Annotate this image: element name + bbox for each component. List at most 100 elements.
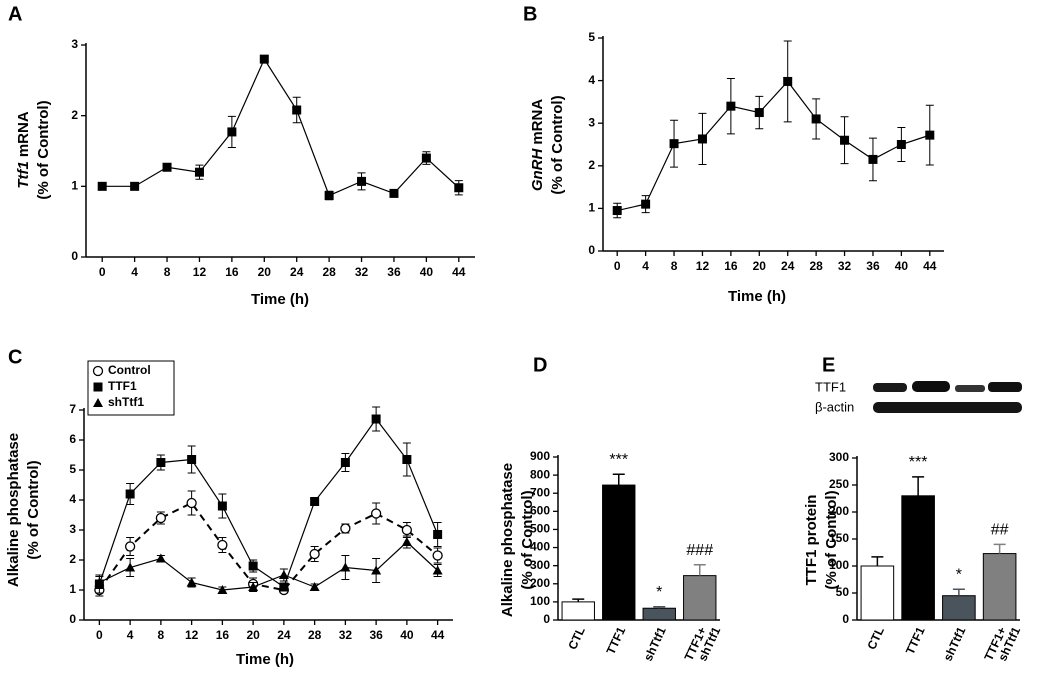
x-tick-label: 16 — [225, 265, 239, 279]
y-axis-title: Ttf1 mRNA — [15, 111, 32, 189]
x-tick-label: 20 — [753, 259, 767, 273]
marker — [248, 582, 259, 591]
bar — [982, 553, 1017, 621]
bar — [602, 484, 636, 621]
x-tick-label: CTL — [565, 625, 588, 652]
marker — [811, 114, 821, 124]
marker — [840, 135, 850, 145]
error-bar — [871, 556, 884, 566]
blot-band — [873, 402, 1022, 413]
y-tick-label: 600 — [530, 504, 550, 518]
marker — [292, 105, 302, 115]
x-tick-label: 32 — [355, 265, 369, 279]
significance-label: ### — [686, 542, 713, 559]
x-tick-label: 8 — [158, 628, 165, 642]
y-tick-label: 5 — [69, 462, 76, 476]
legend-label: Control — [108, 363, 151, 377]
marker — [97, 181, 107, 191]
panel-label: E — [822, 354, 835, 376]
series-line — [98, 417, 439, 588]
bar — [860, 565, 895, 621]
x-tick-label: 28 — [322, 265, 336, 279]
marker — [401, 537, 412, 546]
y-axis-title: GnRH mRNA — [529, 99, 546, 192]
bar — [683, 575, 717, 621]
marker — [156, 458, 166, 467]
marker — [278, 570, 289, 579]
blot-label: TTF1 — [815, 379, 846, 394]
y-tick-label: 200 — [829, 504, 849, 518]
bar — [561, 601, 595, 621]
marker — [155, 553, 166, 563]
legend-label: shTtf1 — [108, 395, 144, 409]
error-bar — [912, 476, 925, 496]
x-tick-label: 12 — [193, 265, 207, 279]
blot-band — [873, 383, 907, 392]
y-tick-label: 100 — [530, 594, 550, 608]
legend-marker — [92, 365, 104, 377]
marker — [309, 548, 320, 560]
marker — [124, 541, 136, 552]
error-bar — [612, 473, 625, 486]
western-blot — [873, 381, 1022, 413]
significance-label: *** — [909, 454, 928, 471]
x-tick-label: 24 — [277, 628, 291, 642]
x-tick-label: 28 — [308, 628, 322, 642]
y-tick-label: 3 — [69, 522, 76, 536]
marker — [432, 565, 443, 575]
marker — [324, 191, 334, 201]
y-axis-title: (% of Control) — [823, 490, 840, 589]
y-axis-title: Alkaline phosphatase — [499, 463, 516, 617]
marker — [186, 497, 197, 509]
marker — [612, 206, 622, 216]
marker — [94, 577, 105, 587]
series-line — [617, 80, 930, 212]
marker — [130, 181, 140, 191]
marker — [389, 188, 399, 198]
x-tick-label: 16 — [724, 259, 738, 273]
y-tick-label: 5 — [588, 30, 595, 44]
marker — [125, 489, 135, 499]
marker — [726, 101, 736, 111]
marker — [357, 176, 367, 186]
error-bar — [572, 598, 585, 602]
marker — [697, 134, 707, 144]
marker — [340, 523, 351, 534]
bar — [901, 495, 935, 621]
x-tick-label: CTL — [864, 625, 887, 652]
panel-label: B — [523, 3, 537, 25]
y-tick-label: 1 — [71, 179, 78, 193]
x-tick-label: shTtf1 — [941, 624, 969, 663]
x-tick-label: 40 — [400, 628, 414, 642]
y-tick-label: 250 — [829, 477, 849, 491]
x-tick-label: 8 — [164, 265, 171, 279]
x-tick-label: 0 — [614, 259, 621, 273]
significance-label: * — [956, 566, 962, 583]
error-bar — [952, 588, 965, 596]
legend-marker — [93, 382, 103, 392]
bar — [642, 607, 676, 621]
x-tick-label: 32 — [838, 259, 852, 273]
x-axis-title: Time (h) — [236, 651, 294, 668]
marker — [371, 414, 381, 424]
marker — [754, 108, 764, 118]
y-tick-label: 0 — [69, 612, 76, 626]
y-tick-label: 300 — [530, 558, 550, 572]
y-tick-label: 800 — [530, 467, 550, 481]
y-tick-label: 7 — [69, 402, 76, 416]
marker — [279, 582, 289, 592]
panel-label: A — [8, 3, 22, 25]
y-axis-title: (% of Control) — [25, 460, 42, 559]
y-axis-title-text: Alkaline phosphatase — [499, 463, 516, 617]
x-tick-label: 12 — [185, 628, 199, 642]
marker — [186, 577, 197, 587]
x-axis-title: Time (h) — [728, 288, 786, 305]
error-bar — [993, 543, 1006, 554]
y-tick-label: 100 — [829, 558, 849, 572]
x-tick-label: 40 — [895, 259, 909, 273]
panel-label: D — [533, 354, 547, 376]
legend-label: TTF1 — [108, 379, 137, 393]
y-axis-title-text: Alkaline phosphatase — [5, 433, 22, 587]
error-bar — [693, 564, 706, 576]
